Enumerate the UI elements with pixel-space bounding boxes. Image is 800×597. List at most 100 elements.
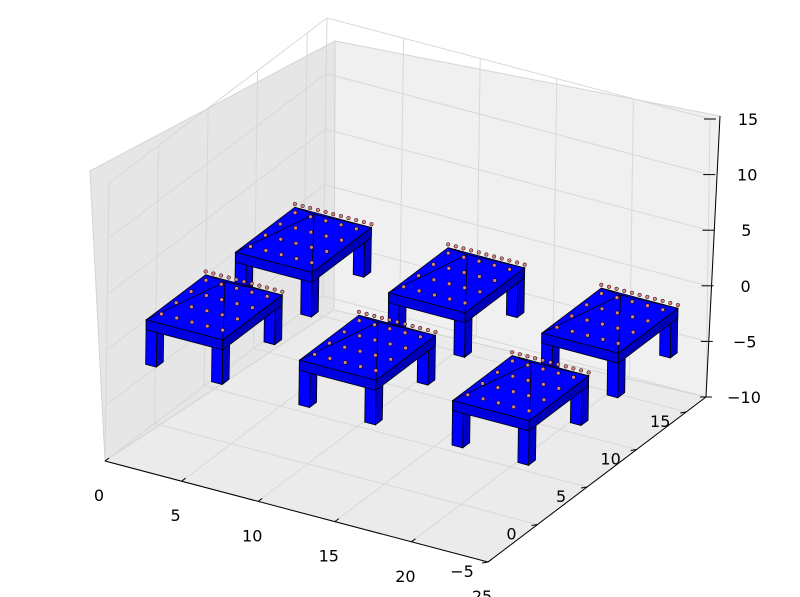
data-point — [331, 212, 336, 217]
data-point — [372, 322, 377, 327]
data-point — [264, 285, 270, 290]
data-point — [556, 362, 561, 367]
data-point — [630, 314, 635, 320]
y-tick-label: 15 — [650, 412, 670, 431]
data-point — [484, 252, 489, 257]
data-point — [373, 368, 378, 373]
tables-layer — [145, 201, 680, 467]
data-point — [496, 400, 501, 406]
z-tick-label: 0 — [741, 277, 751, 296]
data-point — [272, 287, 277, 292]
data-point — [204, 293, 209, 298]
table-surface — [145, 269, 285, 386]
data-point — [510, 374, 515, 379]
data-point — [387, 326, 392, 331]
data-point — [446, 266, 451, 271]
data-point — [447, 281, 452, 286]
table-top-ridge — [358, 314, 379, 323]
data-point — [515, 260, 520, 265]
x-tick-label: 5 — [171, 506, 181, 525]
data-point — [614, 295, 620, 300]
data-point — [622, 288, 627, 293]
data-point — [323, 218, 328, 224]
data-point — [219, 273, 224, 278]
table-edge — [311, 226, 372, 284]
table-top-ridge — [467, 254, 525, 269]
data-point — [495, 385, 501, 390]
data-point — [174, 300, 179, 305]
data-point — [280, 289, 285, 294]
x-tick — [334, 518, 340, 522]
data-point — [315, 207, 320, 213]
data-point — [379, 315, 384, 320]
data-point — [511, 389, 516, 394]
data-point — [526, 393, 531, 398]
data-point — [364, 311, 369, 316]
data-point — [293, 241, 299, 246]
data-point — [294, 256, 299, 261]
data-point — [292, 210, 298, 215]
data-point — [645, 303, 650, 308]
table-edge — [375, 334, 436, 392]
data-point — [300, 203, 305, 209]
data-point — [234, 277, 239, 282]
data-point — [388, 357, 393, 362]
data-point — [615, 325, 620, 331]
data-point — [410, 323, 415, 329]
data-point — [637, 292, 642, 297]
data-point — [403, 345, 408, 351]
y-tick — [680, 411, 687, 414]
data-point — [465, 392, 470, 397]
table-top-ridge — [205, 274, 226, 283]
x-tick-label: 10 — [242, 526, 262, 545]
data-point — [219, 282, 224, 287]
x-tick-label: 0 — [94, 486, 104, 505]
data-point — [418, 325, 423, 331]
data-point — [309, 260, 314, 265]
data-point — [372, 337, 378, 343]
z-axis-line — [705, 115, 721, 398]
data-point — [189, 319, 195, 325]
data-point — [346, 216, 351, 221]
data-point — [395, 319, 400, 325]
data-point — [357, 318, 362, 323]
data-point — [660, 298, 665, 303]
data-point — [189, 304, 194, 309]
data-point — [324, 249, 329, 254]
data-point — [630, 330, 636, 335]
data-point — [205, 323, 210, 329]
data-point — [507, 267, 512, 272]
data-point — [461, 255, 466, 260]
data-point — [431, 277, 437, 282]
data-point — [492, 263, 497, 268]
table-surface — [540, 282, 680, 399]
data-point — [361, 220, 366, 225]
data-point — [338, 222, 344, 228]
y-tick — [481, 561, 489, 564]
data-point — [342, 329, 347, 335]
data-point — [433, 330, 438, 335]
z-gridline — [108, 17, 711, 184]
table-edge — [222, 294, 283, 351]
y-tick-label: 0 — [506, 525, 516, 544]
data-point — [600, 321, 605, 327]
data-point — [585, 333, 590, 338]
table-top-ridge — [601, 287, 621, 296]
data-point — [525, 362, 530, 368]
data-point — [652, 296, 657, 301]
y-tick — [630, 449, 637, 451]
table-top-ridge — [620, 294, 678, 309]
data-point — [241, 279, 247, 284]
y-axis-line — [487, 396, 707, 563]
x-tick-label: 25 — [472, 587, 492, 597]
data-point — [569, 313, 574, 319]
data-point — [211, 271, 216, 276]
data-point — [309, 245, 314, 250]
data-point — [342, 345, 347, 350]
data-point — [579, 368, 584, 373]
data-point — [522, 262, 527, 267]
data-point — [675, 302, 680, 308]
data-point — [204, 308, 210, 313]
x-tick-label: 20 — [395, 567, 415, 586]
